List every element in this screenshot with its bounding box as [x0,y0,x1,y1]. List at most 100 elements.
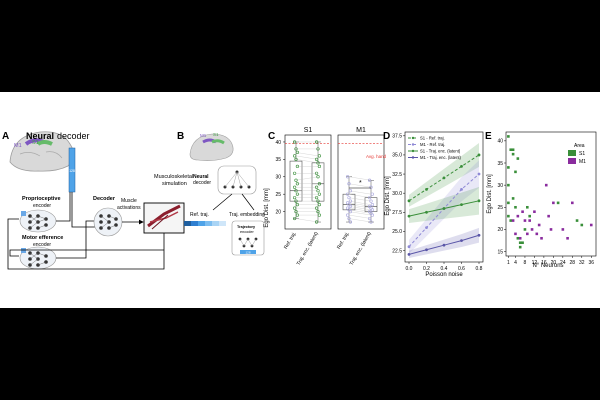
panel-c-s1-title: S1 [304,127,313,134]
panel-e-xtick-label: 20 [551,260,557,266]
series-point [442,207,446,210]
decoder-box-b [217,165,257,195]
panel-e-xtick-label: 28 [570,260,576,266]
panel-b: B M1 S1 Neural decoder Ref. traj. Traj. … [177,131,265,256]
paired-line [348,211,372,216]
data-point [369,185,373,189]
paired-line [348,194,372,198]
brain-icon-b [189,133,234,161]
paired-line [348,209,372,214]
scatter-point [526,205,529,209]
ref-traj-label: Ref. traj. [190,212,209,218]
panel-c: C Ego Dist. [mm] 20 25 30 35 40 S1 Ref. traj… [264,127,387,267]
scatter-point [507,201,510,205]
panel-e-xlabel: N° Neurons [532,263,563,269]
data-point [294,178,298,182]
motor-encoder-sub: encoder [33,242,51,248]
traj-embedding-label: Traj. embedding [229,212,265,218]
scatter-point [516,157,520,160]
sim-label-1: Musculoskeletal [154,174,193,180]
data-point [347,196,351,200]
confidence-band [409,160,479,254]
ref-traj-vector [184,221,226,226]
panel-d-ylabel: Ego Dist. [mm] [385,176,391,216]
data-point [370,192,375,196]
data-point [315,171,319,175]
legend-marker [411,136,415,140]
data-point [293,216,297,221]
panel-d-xtick-label: 0.0 [406,266,413,272]
panel-c-m1-title: M1 [356,127,366,134]
box [289,160,303,202]
panel-c-ytick-label: 30 [275,175,281,181]
paired-line [348,197,372,202]
series-point [407,252,411,256]
data-point [370,203,375,207]
data-point [295,213,300,217]
scatter-point [507,135,510,138]
paired-line [348,200,372,205]
area-label-s1: S1 [32,140,39,146]
data-point [369,199,373,203]
data-point [295,182,300,186]
panel-d-ytick-label: 32.5 [392,172,402,178]
panel-e-ytick-label: 15 [497,249,503,255]
data-point [293,185,297,189]
panel-e-xtick-label: 1 [507,260,510,266]
data-point [316,209,320,214]
series-point [407,245,411,249]
series-point [477,153,481,157]
scatter-point [580,223,584,227]
legend-marker [411,156,415,159]
paired-line [348,183,372,188]
panel-e-legend: Area S1 M1 [568,143,586,165]
scatter-point [575,219,579,222]
series-point [477,172,481,176]
paired-line [348,207,372,212]
data-point [293,140,297,144]
scatter-point [523,219,527,222]
figure-canvas: A M1 S1 Neural decoder 128 Proprioceptiv… [2,127,597,278]
legend-marker [411,149,415,153]
legend-marker [411,143,415,146]
panel-e: E Ego Dist. [mm] 1 4 8 12 16 20 24 28 32 36152025… [485,131,597,269]
scatter-point [521,241,524,245]
paired-line [348,190,372,195]
data-point [370,213,375,217]
significance-mark: * [359,180,362,187]
panel-e-xtick-label: 24 [560,260,566,266]
panel-e-xtick-label: 8 [524,260,527,266]
panel-d-ytick-label: 22.5 [392,248,402,254]
scatter-point [518,245,522,249]
proprio-encoder-label: Proprioceptive [22,196,61,202]
data-point [315,157,319,161]
scatter-point [514,232,517,236]
data-point [294,157,298,161]
series-point [407,199,411,203]
panel-c-ylabel: Ego Dist. [mm] [264,188,270,228]
data-point [317,192,322,196]
panel-e-letter: E [485,131,492,142]
data-point [369,220,373,224]
avg-hand-label: Avg. hand [366,154,387,159]
data-point [346,206,350,210]
panel-d-ytick-label: 27.5 [392,210,402,216]
series-point [425,210,428,214]
panel-e-ytick-label: 30 [497,183,503,189]
legend-label: S1 - Traj. enc. (latent) [420,149,461,154]
scatter-point [528,214,531,218]
panel-d-xtick-label: 0.8 [476,266,483,272]
scatter-point [518,236,522,240]
series-point [460,165,463,168]
panel-c-ytick-label: 20 [275,209,281,215]
data-point [293,196,297,200]
panel-d-ytick-label: 35.0 [392,153,402,159]
panel-d-legend: S1 - Ref. traj.M1 - Ref. traj. S1 - Traj.… [408,136,462,160]
muscle-label-1: Muscle [121,198,137,204]
muscle-label-2: activations [117,205,141,211]
scatter-point [511,152,515,156]
panel-d-ytick-label: 25.0 [392,229,402,235]
panel-c-ytick-label: 25 [275,192,281,198]
scatter-point [540,236,543,240]
